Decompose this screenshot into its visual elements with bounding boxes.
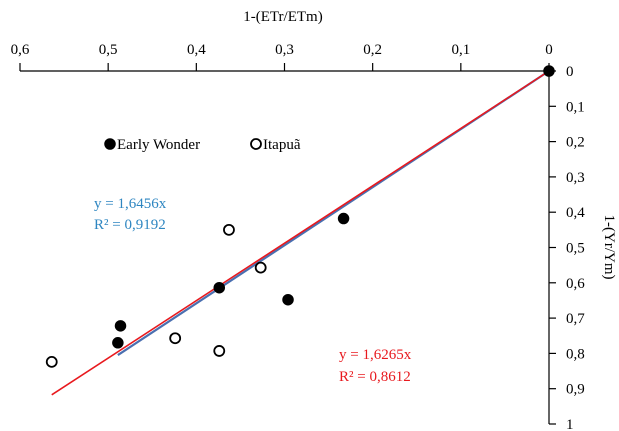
y-tick-label: 0,7 bbox=[566, 311, 585, 327]
y-tick-label: 0,5 bbox=[566, 241, 585, 257]
x-axis-title: 1-(ETr/ETm) bbox=[243, 9, 322, 25]
point-itapua bbox=[45, 355, 58, 368]
legend: Early Wonder Itapuã bbox=[104, 137, 301, 153]
legend-label-itapua: Itapuã bbox=[263, 137, 301, 153]
y-tick-label: 0,4 bbox=[566, 205, 585, 221]
point-itapua bbox=[223, 223, 235, 236]
legend-marker-early-wonder bbox=[104, 138, 116, 150]
y-tick-label: 0,8 bbox=[566, 346, 585, 362]
x-tick-group: 0,6 0,5 0,4 0,3 0,2 0,1 0 bbox=[11, 42, 553, 71]
x-tick-label: 0,5 bbox=[99, 42, 118, 58]
point-early-wonder bbox=[213, 281, 226, 294]
y-tick-label: 0,1 bbox=[566, 99, 585, 115]
point-early-wonder bbox=[114, 320, 127, 332]
point-itapua bbox=[213, 345, 226, 357]
y-tick-label: 0,2 bbox=[566, 135, 585, 151]
y-tick-label: 0 bbox=[566, 64, 574, 80]
fit-line-group bbox=[51, 70, 550, 396]
point-early-wonder bbox=[282, 293, 294, 306]
point-early-wonder bbox=[112, 337, 124, 349]
y-tick-group: 0 0,1 0,2 0,3 0,4 0,5 0,6 0,7 0,8 0,9 1 bbox=[549, 64, 585, 431]
fit-equation-red: y = 1,6265x bbox=[339, 347, 412, 363]
fit-line-red bbox=[51, 70, 550, 396]
x-tick-label: 0,3 bbox=[275, 42, 294, 58]
legend-label-early-wonder: Early Wonder bbox=[117, 137, 200, 153]
y-tick-label: 1 bbox=[566, 417, 574, 431]
point-early-wonder bbox=[543, 65, 555, 77]
x-tick-label: 0,4 bbox=[187, 42, 206, 58]
fit-r2-blue: R² = 0,9192 bbox=[94, 217, 166, 233]
x-tick-label: 0,6 bbox=[11, 42, 30, 58]
y-tick-label: 0,3 bbox=[566, 170, 585, 186]
y-tick-label: 0,9 bbox=[566, 382, 585, 398]
point-itapua bbox=[254, 261, 267, 274]
fit-equation-blue: y = 1,6456x bbox=[94, 196, 167, 212]
y-axis-title: 1-(Yr/Ym) bbox=[601, 215, 617, 280]
x-tick-label: 0,1 bbox=[451, 42, 470, 58]
point-itapua bbox=[169, 332, 182, 345]
y-tick-label: 0,6 bbox=[566, 276, 585, 292]
legend-marker-itapua bbox=[250, 138, 262, 150]
point-early-wonder bbox=[337, 212, 350, 225]
fit-r2-red: R² = 0,8612 bbox=[339, 369, 411, 385]
x-tick-label: 0 bbox=[545, 42, 553, 58]
point-group bbox=[45, 65, 555, 368]
x-tick-label: 0,2 bbox=[363, 42, 382, 58]
